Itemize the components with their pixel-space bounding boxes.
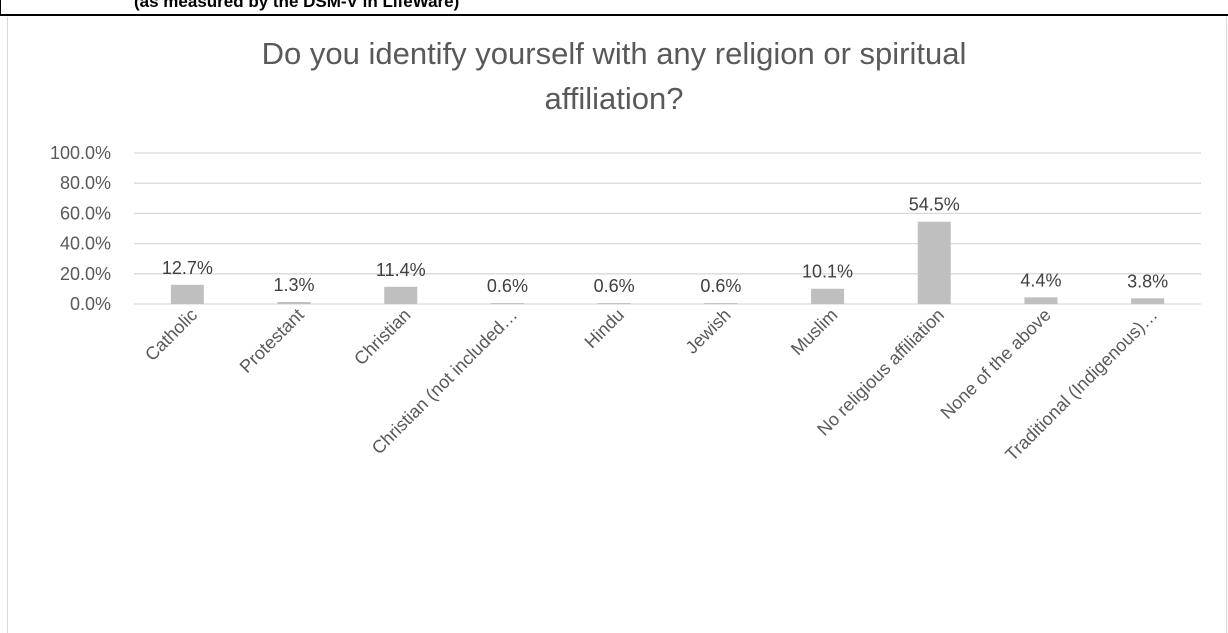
y-tick-label: 0.0% [70,294,111,314]
bar [1131,298,1165,304]
category-label: Hindu [581,305,628,352]
document-heading-fragment: (as measured by the DSM-V in LifeWare) [134,0,460,11]
chart-title-line-1: Do you identify yourself with any religi… [262,36,967,71]
data-label: 10.1% [802,262,853,282]
bar [277,302,311,304]
category-label: Protestant [236,305,308,377]
bar [490,303,524,304]
data-label: 54.5% [909,195,960,215]
page-edge-line [0,0,1,16]
y-tick-label: 60.0% [60,203,111,223]
data-label: 11.4% [376,260,426,280]
chart-area: Do you identify yourself with any religi… [7,17,1227,633]
bar [811,288,845,304]
y-tick-label: 40.0% [60,234,111,254]
data-label: 12.7% [162,258,213,278]
chart-title-line-2: affiliation? [544,81,683,116]
bar [384,286,418,304]
gridlines [134,152,1201,305]
section-rule [0,14,1228,16]
data-label: 1.3% [274,275,315,295]
category-label: Jewish [682,305,735,358]
category-label: Muslim [787,305,841,359]
bar [1024,297,1058,304]
category-label: Christian [350,305,414,369]
data-label: 4.4% [1020,270,1061,290]
y-axis-labels: 0.0% 20.0% 40.0% 60.0% 80.0% 100.0% [50,143,111,314]
chart-title: Do you identify yourself with any religi… [262,36,967,116]
data-labels: 12.7% 1.3% 11.4% 0.6% 0.6% 0.6% 10.1% 54.5% 4.4%… [162,195,1168,296]
y-tick-label: 100.0% [50,143,111,163]
data-label: 0.6% [700,276,741,296]
data-label: 0.6% [487,276,528,296]
bar [170,284,204,304]
bar-chart: Do you identify yourself with any religi… [50,36,1201,465]
data-label: 3.8% [1127,271,1168,291]
bars [170,221,1165,304]
data-label: 0.6% [594,276,635,296]
category-label: Catholic [141,305,201,365]
bar [917,221,951,304]
bar [597,303,631,304]
y-tick-label: 80.0% [60,173,111,193]
bar [704,303,738,304]
category-label: None of the above [937,305,1055,423]
y-tick-label: 20.0% [60,264,111,284]
